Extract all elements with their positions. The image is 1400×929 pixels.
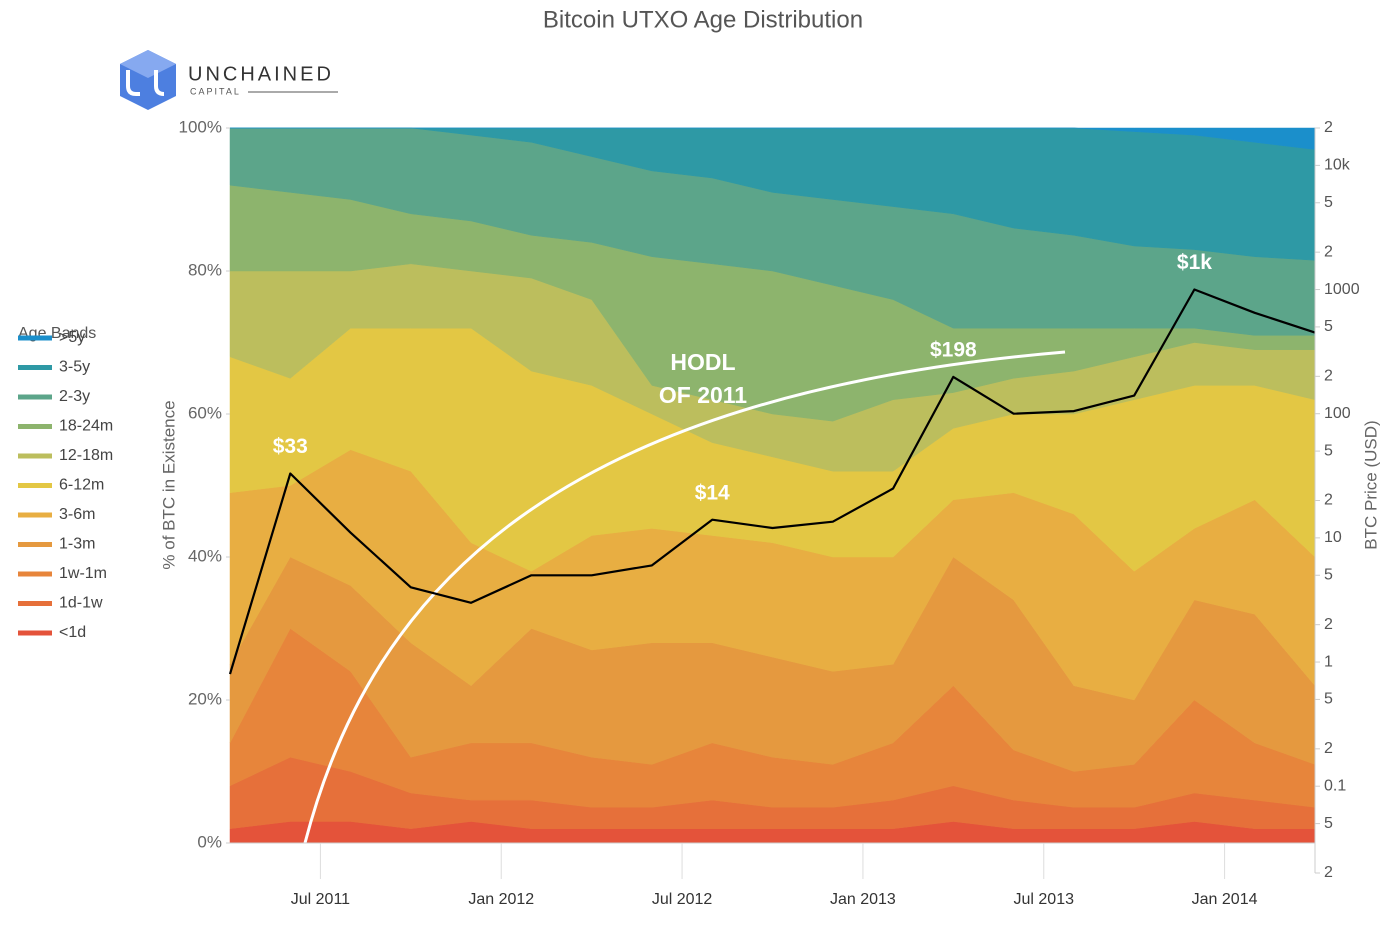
y-tick-label: 0%	[197, 832, 222, 851]
legend-label: 1w-1m	[59, 565, 107, 582]
legend-swatch	[18, 630, 52, 636]
legend-swatch	[18, 453, 52, 459]
y2-tick-label: 5	[1324, 318, 1333, 335]
logo-sub: CAPITAL	[190, 86, 241, 96]
logo-name: UNCHAINED	[188, 63, 334, 85]
logo: UNCHAINED CAPITAL	[120, 50, 338, 110]
value-label: $198	[930, 338, 977, 361]
y2-tick-label: 5	[1324, 194, 1333, 211]
legend-swatch	[18, 542, 52, 547]
price-line	[228, 288, 1316, 675]
y2-tick-label: 1	[1324, 653, 1333, 670]
y2-axis-label: BTC Price (USD)	[1361, 420, 1380, 549]
legend-swatch	[18, 335, 52, 341]
y2-tick-label: 2	[1324, 492, 1333, 509]
legend-label: 6-12m	[59, 477, 104, 494]
legend-label: 1-3m	[59, 536, 95, 553]
areas	[229, 127, 1316, 844]
value-label: $1k	[1177, 251, 1212, 274]
annotation: OF 2011	[659, 382, 747, 408]
legend-label: 12-18m	[59, 447, 113, 464]
legend-swatch	[18, 512, 52, 518]
value-label: $14	[695, 481, 730, 504]
value-label: $33	[273, 435, 308, 458]
y2-tick-label: 1000	[1324, 281, 1360, 298]
y2-tick-label: 2	[1324, 740, 1333, 757]
y-tick-label: 80%	[188, 260, 222, 279]
legend-label: 2-3y	[59, 388, 90, 405]
legend-label: 3-5y	[59, 359, 90, 376]
y2-tick-label: 5	[1324, 815, 1333, 832]
y-tick-label: 20%	[188, 689, 222, 708]
x-tick-label: Jan 2014	[1192, 891, 1258, 908]
y2-tick-label: 10	[1324, 529, 1342, 546]
legend-swatch	[18, 424, 52, 429]
legend-swatch	[18, 394, 52, 400]
legend-label: 1d-1w	[59, 595, 103, 612]
legend-label: <1d	[59, 624, 86, 641]
y2-tick-label: 5	[1324, 566, 1333, 583]
legend-swatch	[18, 365, 52, 370]
y-tick-label: 60%	[188, 403, 222, 422]
y2-tick-label: 10k	[1324, 157, 1351, 174]
y2-tick-label: 2	[1324, 243, 1333, 260]
chart-title: Bitcoin UTXO Age Distribution	[543, 6, 863, 33]
y2-tick-label: 2	[1324, 616, 1333, 633]
y2-tick-label: 100	[1324, 405, 1351, 422]
x-tick-label: Jul 2013	[1014, 891, 1075, 908]
y-axis-label: % of BTC in Existence	[159, 400, 178, 569]
legend-swatch	[18, 601, 52, 606]
y2-tick-label: 5	[1324, 691, 1333, 708]
y2-tick-label: 0.1	[1324, 777, 1346, 794]
legend-label: >5y	[59, 329, 85, 346]
x-tick-label: Jul 2012	[652, 891, 713, 908]
y2-tick-label: 2	[1324, 864, 1333, 881]
y2-tick-label: 2	[1324, 119, 1333, 136]
y2-tick-label: 2	[1324, 368, 1333, 385]
x-tick-label: Jan 2013	[830, 891, 896, 908]
y-tick-label: 100%	[179, 117, 222, 136]
y2-tick-label: 5	[1324, 442, 1333, 459]
y-tick-label: 40%	[188, 546, 222, 565]
legend-label: 3-6m	[59, 506, 95, 523]
legend-swatch	[18, 483, 52, 488]
logo-icon-top	[120, 50, 176, 78]
x-tick-label: Jan 2012	[468, 891, 534, 908]
legend-label: 18-24m	[59, 418, 113, 435]
logo-icon-mark	[126, 70, 165, 96]
hodl-curve	[303, 350, 1066, 844]
x-tick-label: Jul 2011	[291, 891, 350, 908]
legend-swatch	[18, 571, 52, 577]
annotation: HODL	[670, 349, 735, 375]
